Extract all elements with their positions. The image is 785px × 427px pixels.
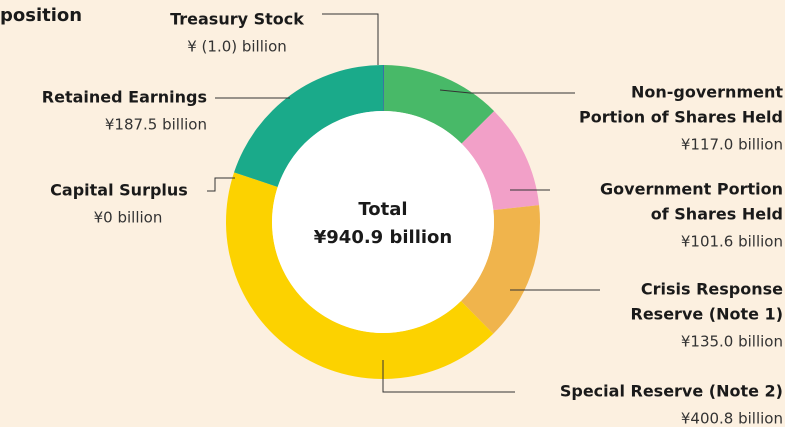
segment [461,111,540,211]
donut-hole [272,111,494,333]
segment [383,65,495,144]
segment [225,172,494,380]
leader-line [322,13,379,65]
value-label: ¥101.6 billion [681,233,783,251]
segment [234,64,383,187]
category-label: Government Portion [600,180,783,199]
center-label: ¥940.9 billion [314,227,452,248]
category-label: Special Reserve (Note 2) [560,382,783,401]
category-label: Non-government [631,83,783,102]
leader-line [382,360,515,393]
value-label: ¥187.5 billion [105,116,207,134]
chart-title: position [0,5,82,26]
value-label: ¥135.0 billion [681,333,783,351]
category-label: of Shares Held [651,205,783,224]
value-label: ¥117.0 billion [681,136,783,154]
segment [460,205,541,334]
category-label: Treasury Stock [170,10,304,29]
category-label: Reserve (Note 1) [631,305,784,324]
leader-line [439,89,575,94]
category-label: Portion of Shares Held [579,108,783,127]
leader-line [207,177,235,192]
category-label: Retained Earnings [42,88,207,107]
category-label: Capital Surplus [50,181,188,200]
value-label: ¥0 billion [94,209,163,227]
center-label: Total [358,199,407,220]
value-label: ¥400.8 billion [681,410,783,427]
category-label: Crisis Response [641,280,783,299]
value-label: ¥ (1.0) billion [187,38,287,56]
